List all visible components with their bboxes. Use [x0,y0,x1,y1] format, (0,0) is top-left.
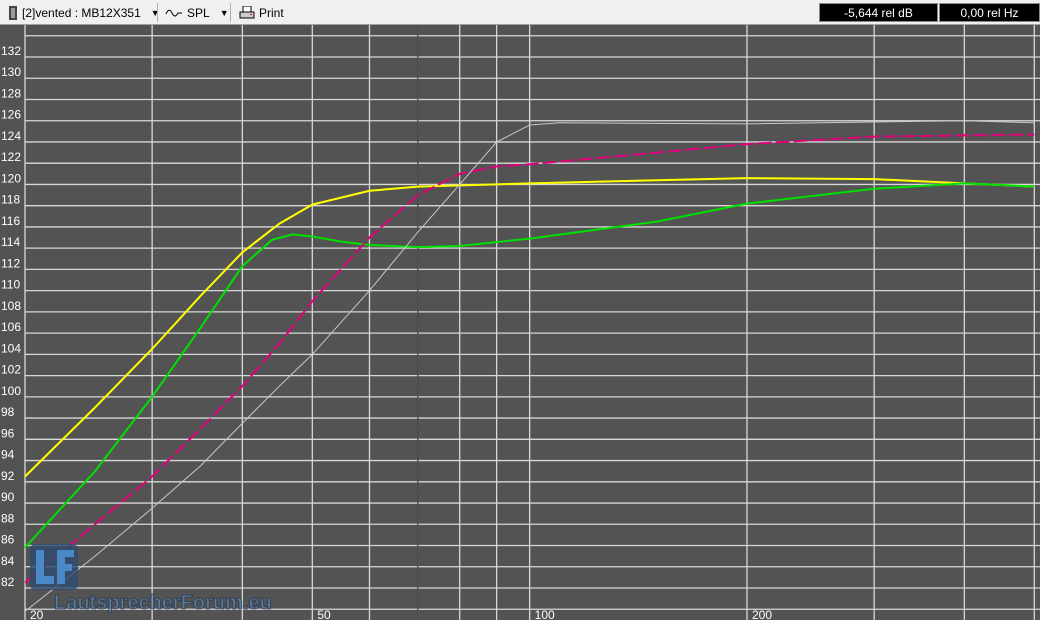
y-tick-label: 82 [1,575,15,589]
x-tick-label: 20 [30,608,44,620]
series-line-1 [24,177,1035,478]
y-tick-label: 104 [1,341,21,355]
hz-readout: 0,00 rel Hz [939,3,1040,22]
y-tick-label: 106 [1,320,21,334]
spl-chart[interactable]: 82 84 86 88 90 92 94 96 98 100 102 104 106 108 110 112 1… [0,25,1040,620]
y-tick-label: 84 [1,554,15,568]
y-tick-label: 120 [1,171,21,185]
y-tick-label: 86 [1,533,15,547]
sine-wave-icon [165,9,182,17]
curve-selector[interactable]: [2]vented : MB12X351 ▼ [8,5,160,21]
view-selector[interactable]: SPL ▼ [165,5,229,21]
y-tick-label: 126 [1,108,21,122]
y-tick-label: 128 [1,86,21,100]
y-tick-label: 132 [1,44,21,58]
speaker-icon [9,6,17,20]
toolbar: [2]vented : MB12X351 ▼ SPL ▼ Print -5,64… [0,0,1040,25]
series-line-4 [24,120,1035,612]
db-readout: -5,644 rel dB [819,3,938,22]
printer-icon [239,6,255,19]
y-tick-label: 92 [1,469,15,483]
y-tick-label: 130 [1,65,21,79]
toolbar-divider [157,3,158,22]
y-tick-label: 88 [1,511,15,525]
grid [24,25,1040,620]
chevron-down-icon[interactable]: ▼ [219,8,229,18]
series-group [24,120,1035,612]
y-tick-label: 96 [1,426,15,440]
watermark-text: LautsprecherForum.eu [54,592,273,615]
y-tick-label: 114 [1,235,20,249]
y-tick-label: 100 [1,384,21,398]
view-selector-label: SPL [187,6,210,20]
chevron-down-icon[interactable]: ▼ [150,8,160,18]
y-tick-label: 110 [1,278,20,292]
y-tick-label: 90 [1,490,15,504]
series-line-3 [24,133,1035,584]
y-tick-label: 124 [1,129,21,143]
lf-logo [30,544,78,590]
y-tick-label: 122 [1,150,21,164]
y-tick-label: 108 [1,299,21,313]
y-tick-label: 102 [1,363,21,377]
x-tick-label: 50 [317,608,331,620]
y-axis-labels: 82 84 86 88 90 92 94 96 98 100 102 104 106 108 110 112 1… [1,44,21,589]
toolbar-divider [230,3,231,22]
x-tick-label: 200 [752,608,772,620]
print-button[interactable]: Print [239,5,284,21]
x-axis-labels: 2050100200500 [30,608,1040,620]
y-tick-label: 118 [1,193,20,207]
y-tick-label: 94 [1,448,15,462]
y-tick-label: 116 [1,214,20,228]
x-tick-label: 100 [535,608,555,620]
y-tick-label: 98 [1,405,15,419]
curve-selector-label: [2]vented : MB12X351 [22,6,141,20]
y-tick-label: 112 [1,256,20,270]
print-label: Print [259,6,284,20]
series-line-2 [24,182,1035,549]
